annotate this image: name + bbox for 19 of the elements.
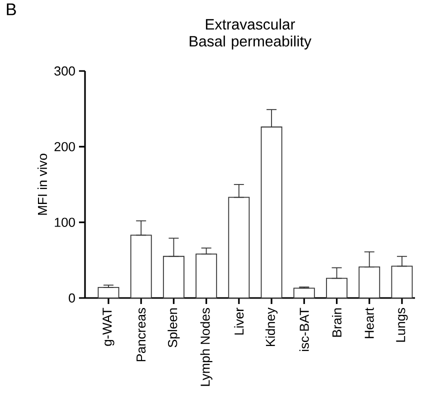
- x-tick-label: Kidney: [265, 308, 278, 346]
- bar: [98, 286, 120, 298]
- x-tick-label: g-WAT: [102, 308, 114, 346]
- y-tick-label: 100: [54, 218, 75, 227]
- y-tick-label: 300: [54, 66, 75, 76]
- x-tick-label: Heart: [364, 308, 374, 338]
- x-tick-label: isc-BAT: [299, 308, 309, 352]
- y-tick-label: 0: [68, 293, 75, 303]
- text: B: [6, 4, 16, 16]
- x-tick-label: Spleen: [168, 308, 180, 348]
- x-tick-label: Liver: [234, 308, 244, 335]
- x-tick-label: Lungs: [396, 308, 408, 342]
- x-tick-label: Lymph Nodes: [200, 308, 212, 386]
- bar: [293, 288, 315, 298]
- x-tick-label: Pancreas: [136, 308, 146, 362]
- y-axis-title: MFI in vivo: [38, 154, 48, 215]
- x-tick-label: Brain: [332, 308, 342, 337]
- y-tick-label: 200: [54, 142, 75, 152]
- chart-title: Extravascular Basal permeability: [190, 18, 312, 50]
